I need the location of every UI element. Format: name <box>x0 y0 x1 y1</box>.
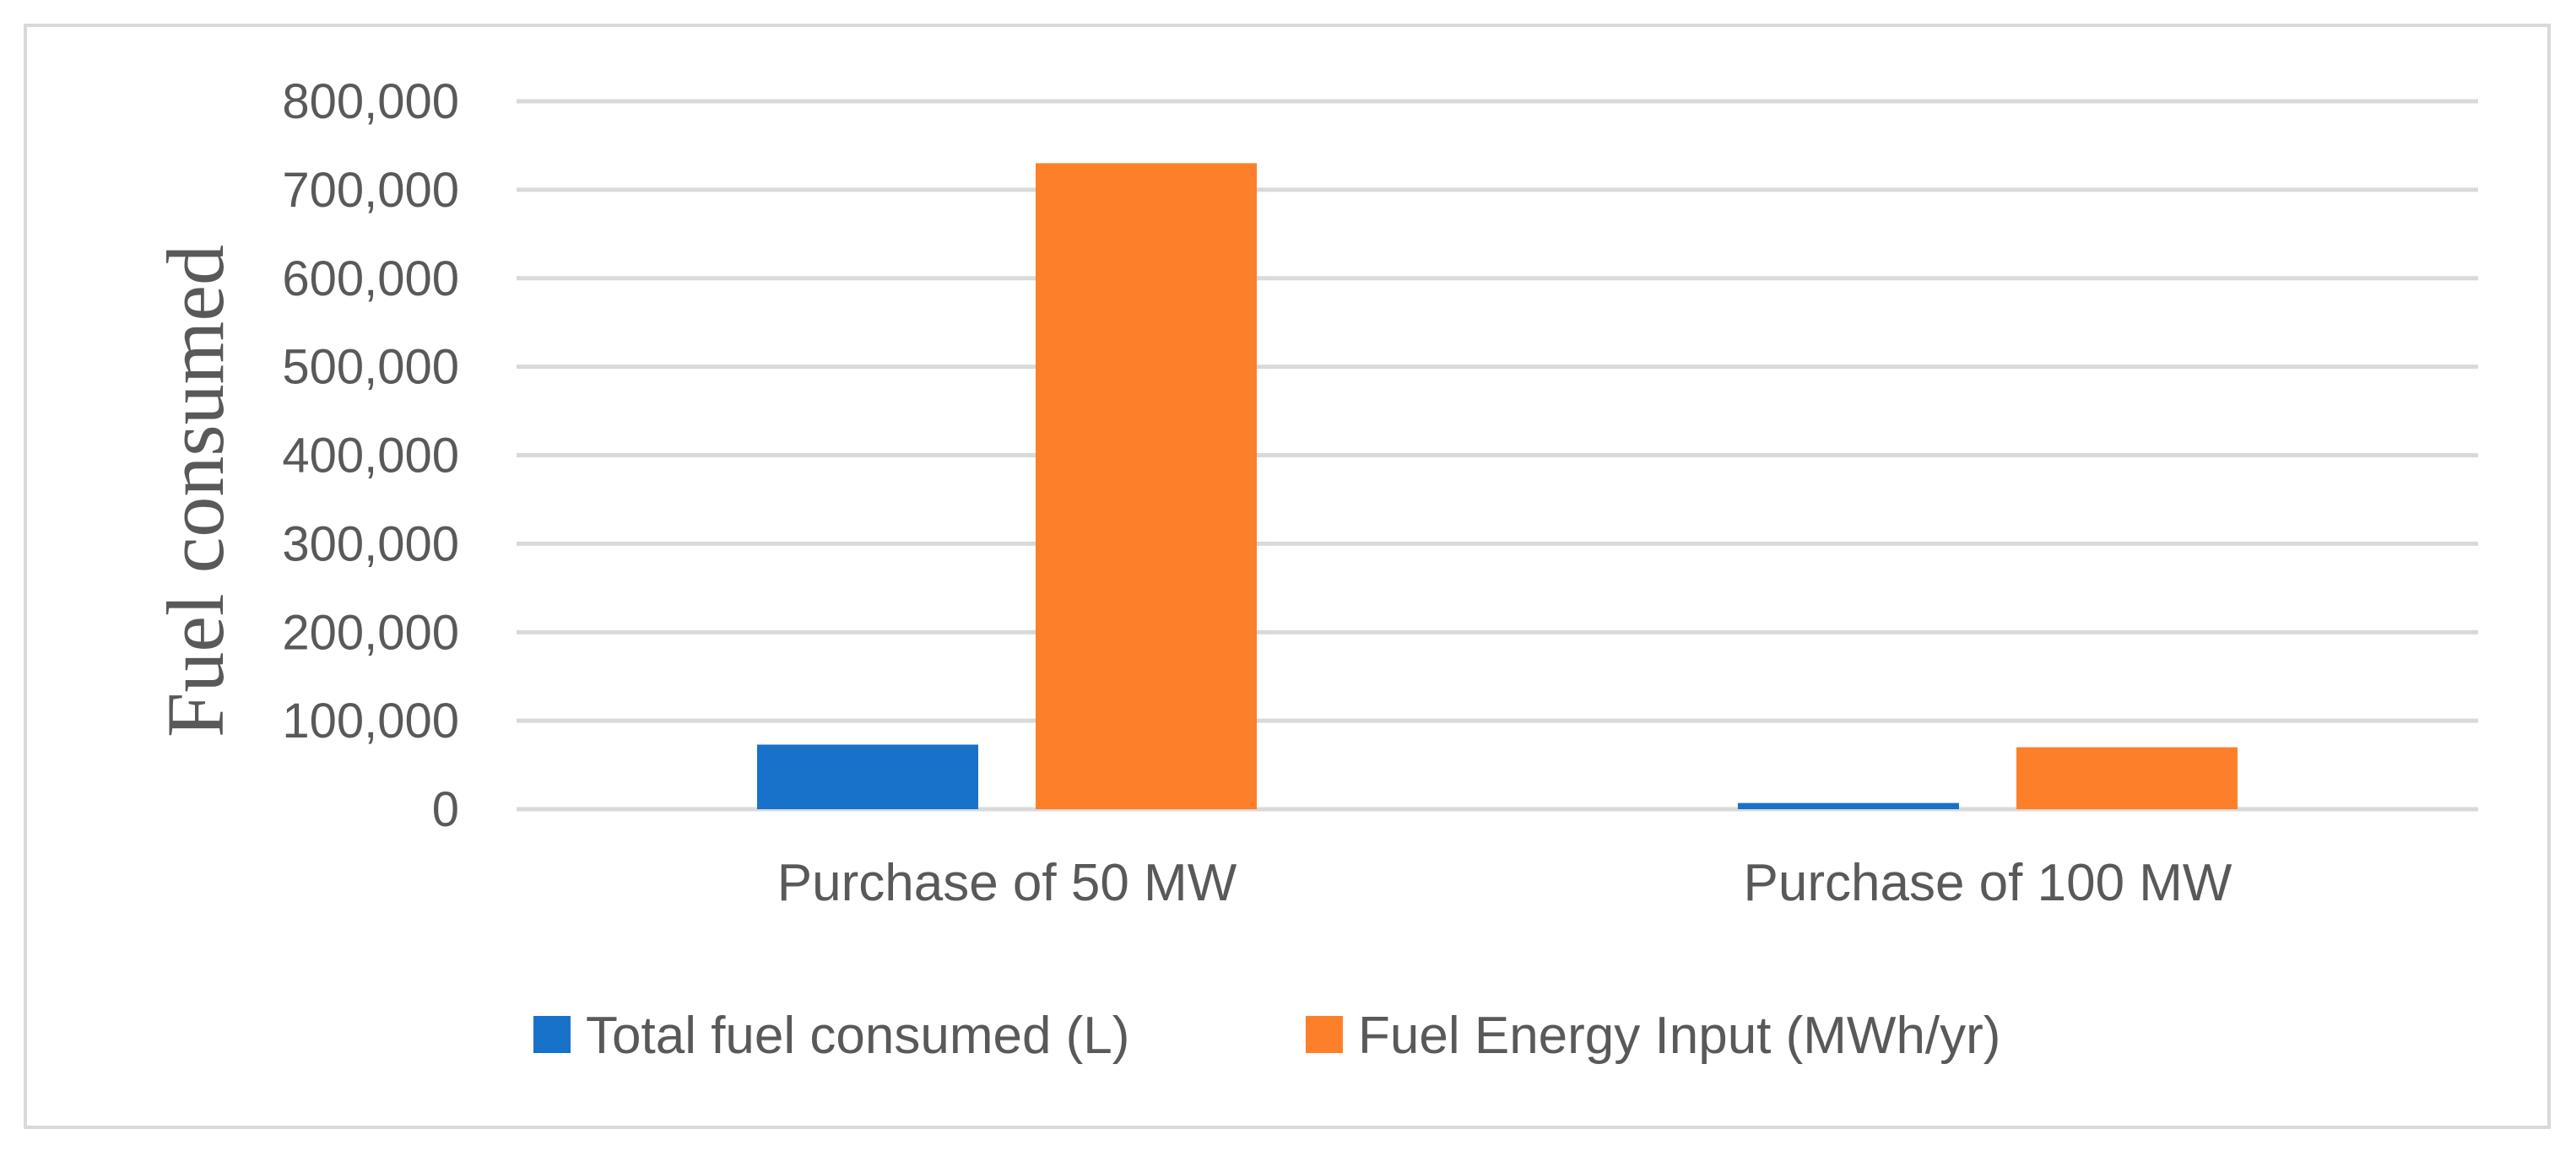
legend-label: Fuel Energy Input (MWh/yr) <box>1358 1007 2000 1065</box>
bar <box>1738 802 1959 809</box>
y-tick-label: 800,000 <box>282 74 459 129</box>
bar <box>1036 163 1257 810</box>
legend-swatch <box>1306 1016 1343 1053</box>
y-tick-label: 300,000 <box>282 516 459 571</box>
y-tick-label: 400,000 <box>282 429 459 483</box>
legend: Total fuel consumed (L) Fuel Energy Input… <box>533 1007 2000 1065</box>
chart-frame: 0 100,000 200,000 300,000 400,000 500,000 600,… <box>24 24 2551 1129</box>
bar <box>2016 747 2238 809</box>
bar <box>757 744 978 809</box>
y-tick-label: 100,000 <box>282 694 459 748</box>
x-axis-categories: Purchase of 50 MW Purchase of 100 MW <box>777 854 2232 912</box>
y-tick-label: 700,000 <box>282 163 459 218</box>
x-category-label: Purchase of 50 MW <box>777 854 1237 912</box>
y-tick-label: 200,000 <box>282 605 459 660</box>
legend-swatch <box>533 1016 571 1053</box>
x-category-label: Purchase of 100 MW <box>1744 854 2232 912</box>
legend-label: Total fuel consumed (L) <box>586 1007 1129 1065</box>
bar-chart: 0 100,000 200,000 300,000 400,000 500,000 600,… <box>150 74 2478 1065</box>
bars <box>757 163 2238 810</box>
y-axis-title: Fuel consumed <box>150 245 241 737</box>
y-axis-ticks: 0 100,000 200,000 300,000 400,000 500,000 600,… <box>282 74 459 837</box>
y-tick-label: 600,000 <box>282 251 459 306</box>
y-tick-label: 500,000 <box>282 340 459 395</box>
y-tick-label: 0 <box>432 782 459 837</box>
gridlines <box>517 99 2478 812</box>
